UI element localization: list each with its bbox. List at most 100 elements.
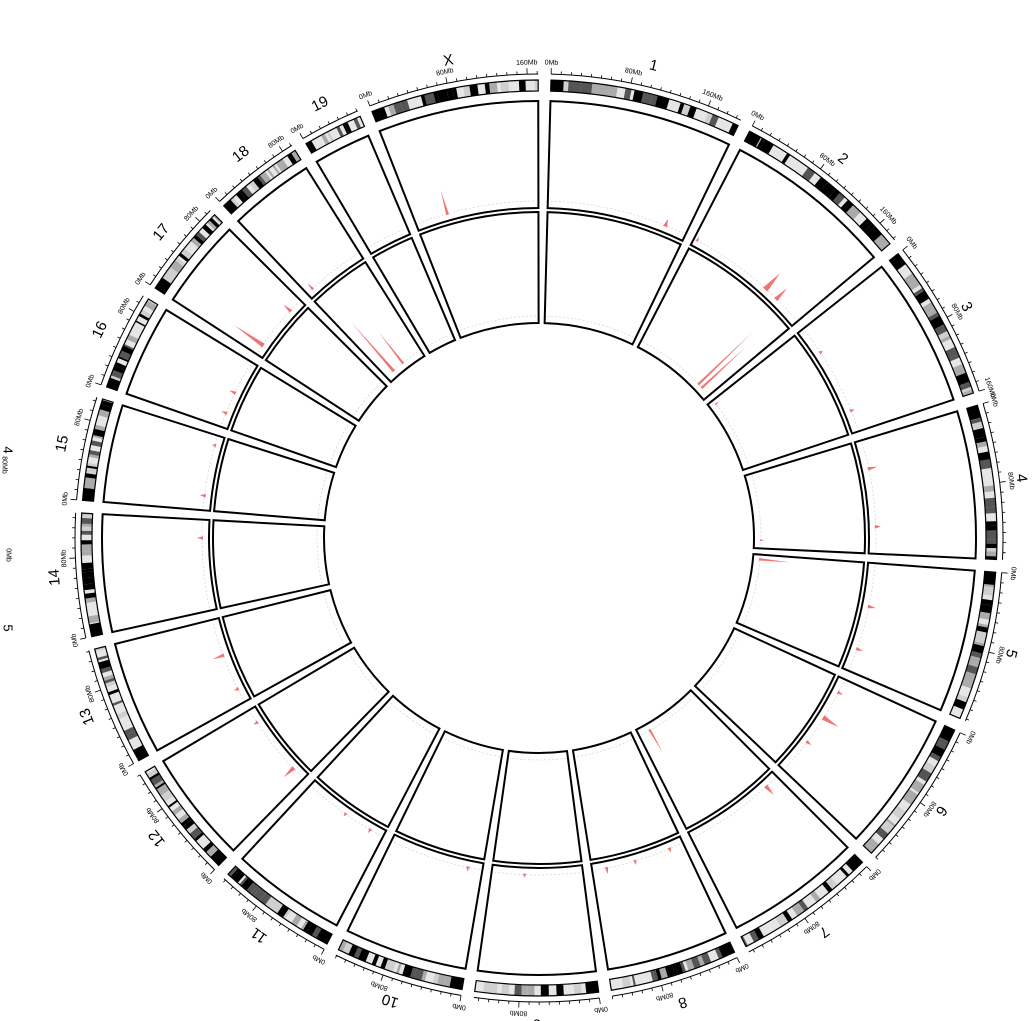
cytoband-chrX-4 xyxy=(393,101,404,115)
cytoband-chr19-9 xyxy=(326,131,334,142)
ideogram-chr19 xyxy=(306,116,365,154)
cytoband-chr10-14 xyxy=(390,960,397,972)
cytoband-chrX-19 xyxy=(484,82,491,95)
cytoband-chr2-2 xyxy=(756,137,765,150)
tick-label-chr14-0: 0Mb xyxy=(70,633,80,648)
tick-chr8-80 xyxy=(661,985,664,992)
tick-chr13-110 xyxy=(88,660,92,663)
cytoband-chrX-12 xyxy=(437,89,449,103)
tick-label-chr8-0: 0Mb xyxy=(734,961,749,973)
cytoband-chr14-17 xyxy=(81,540,93,545)
cytoband-chrX-16 xyxy=(463,85,471,98)
tick-chr8-0 xyxy=(736,957,741,964)
cytoband-chr13-20 xyxy=(102,674,115,681)
tick-chr5-100 xyxy=(983,671,987,673)
outer-peak-chr15-20 xyxy=(199,494,206,498)
cytoband-chr1-25 xyxy=(728,123,738,136)
cytoband-chrX-23 xyxy=(500,81,510,93)
tick-chr7-0 xyxy=(866,866,872,872)
inner-baseline-chr2 xyxy=(642,341,709,395)
cytoband-chr1-22 xyxy=(708,114,719,127)
cytoband-chr4-12 xyxy=(983,485,995,493)
cytoband-chr4-19 xyxy=(985,530,997,540)
cytoband-chr15-24 xyxy=(100,399,113,408)
tick-chr3-30 xyxy=(920,272,924,275)
tick-label-chr2-0: 0Mb xyxy=(750,110,765,123)
cytoband-chrX-5 xyxy=(400,99,411,113)
tick-chr18-80 xyxy=(278,146,283,152)
tick-chr3-130 xyxy=(968,361,972,364)
cytoband-chr16-3 xyxy=(110,369,124,380)
inner-track-sector-chrX xyxy=(418,210,540,340)
inner-peak-chr7-120 xyxy=(648,728,663,753)
tick-chr11-10 xyxy=(313,944,316,948)
cytoband-chr11-16 xyxy=(253,887,267,901)
cytoband-chr12-9 xyxy=(183,819,195,831)
tick-chr3-70 xyxy=(942,306,946,309)
tick-chr18-10 xyxy=(224,192,228,195)
tick-chr13-70 xyxy=(101,699,105,702)
cytoband-chr19-7 xyxy=(320,133,330,145)
inner-baseline-chr14 xyxy=(316,527,323,584)
tick-chr1-120 xyxy=(669,89,672,94)
inner-track-sector-chr2 xyxy=(636,247,791,402)
tick-chr1-70 xyxy=(620,78,623,82)
cytoband-chr17-16 xyxy=(190,237,202,248)
cytoband-chr3-16 xyxy=(939,335,952,344)
tick-chr10-130 xyxy=(334,955,338,959)
cytoband-chr1-10 xyxy=(623,88,632,101)
cytoband-chr4-2 xyxy=(970,417,982,425)
tick-chr2-120 xyxy=(851,192,854,196)
cytoband-chr6-21 xyxy=(875,826,889,840)
tick-chr18-30 xyxy=(239,178,243,182)
tick-chr6-0 xyxy=(960,732,966,736)
axis-chr12 xyxy=(139,774,215,871)
tick-chr10-10 xyxy=(450,993,452,997)
cytoband-chr13-16 xyxy=(107,688,120,696)
tick-chr2-50 xyxy=(795,148,798,152)
cytoband-chr5-23 xyxy=(953,698,967,710)
tick-chr2-20 xyxy=(769,132,772,136)
cytoband-chr17-20 xyxy=(202,224,214,236)
chromosome-label-9: 9 xyxy=(532,1015,540,1021)
cytoband-chrX-13 xyxy=(446,88,455,101)
inner-baseline-chr5 xyxy=(743,556,761,624)
axis-chr3 xyxy=(902,249,980,392)
cytoband-chrX-3 xyxy=(387,103,397,117)
cytoband-chr13-19 xyxy=(103,677,116,684)
tick-chrX-50 xyxy=(416,87,419,91)
cytoband-chr12-15 xyxy=(167,799,178,808)
outer-peak-chr17-15 xyxy=(234,325,265,348)
tick-chr18-20 xyxy=(232,185,235,189)
outer-baseline-chr8 xyxy=(595,843,681,871)
cytoband-chr12-18 xyxy=(156,783,170,796)
outer-track-sector-chr10 xyxy=(346,833,485,970)
tick-chr11-110 xyxy=(230,886,234,890)
signal-peaks xyxy=(197,190,881,878)
tick-chr5-60 xyxy=(993,632,997,634)
cytoband-chr4-14 xyxy=(984,497,996,508)
tick-chr13-0 xyxy=(128,763,134,767)
tick-chr1-130 xyxy=(679,92,682,97)
tick-chr5-80 xyxy=(988,651,995,655)
cytoband-chr18-20 xyxy=(286,152,298,165)
outer-track-sector-chr14 xyxy=(101,513,218,634)
outer-peak-chr5-120 xyxy=(855,646,863,651)
outer-peak-chr8-70 xyxy=(632,859,637,865)
cytoband-chr4-23 xyxy=(985,551,997,557)
cytoband-chr13-4 xyxy=(125,730,139,741)
cytoband-chr17-11 xyxy=(178,252,190,263)
tick-chr15-80 xyxy=(84,418,91,421)
outer-peak-chr15-90 xyxy=(212,444,217,448)
cytoband-chr14-20 xyxy=(81,526,93,531)
tick-label-chr18-80: 80Mb xyxy=(267,134,286,150)
cytoband-chr17-22 xyxy=(206,220,218,231)
cytoband-chr16-7 xyxy=(117,356,129,363)
tick-chr7-80 xyxy=(804,918,809,924)
cytoband-chr11-23 xyxy=(230,868,240,879)
outer-baseline-chr19 xyxy=(369,228,405,247)
cytoband-chr17-3 xyxy=(159,277,172,288)
tick-chr8-30 xyxy=(708,969,711,973)
cytoband-chr12-10 xyxy=(180,816,192,827)
